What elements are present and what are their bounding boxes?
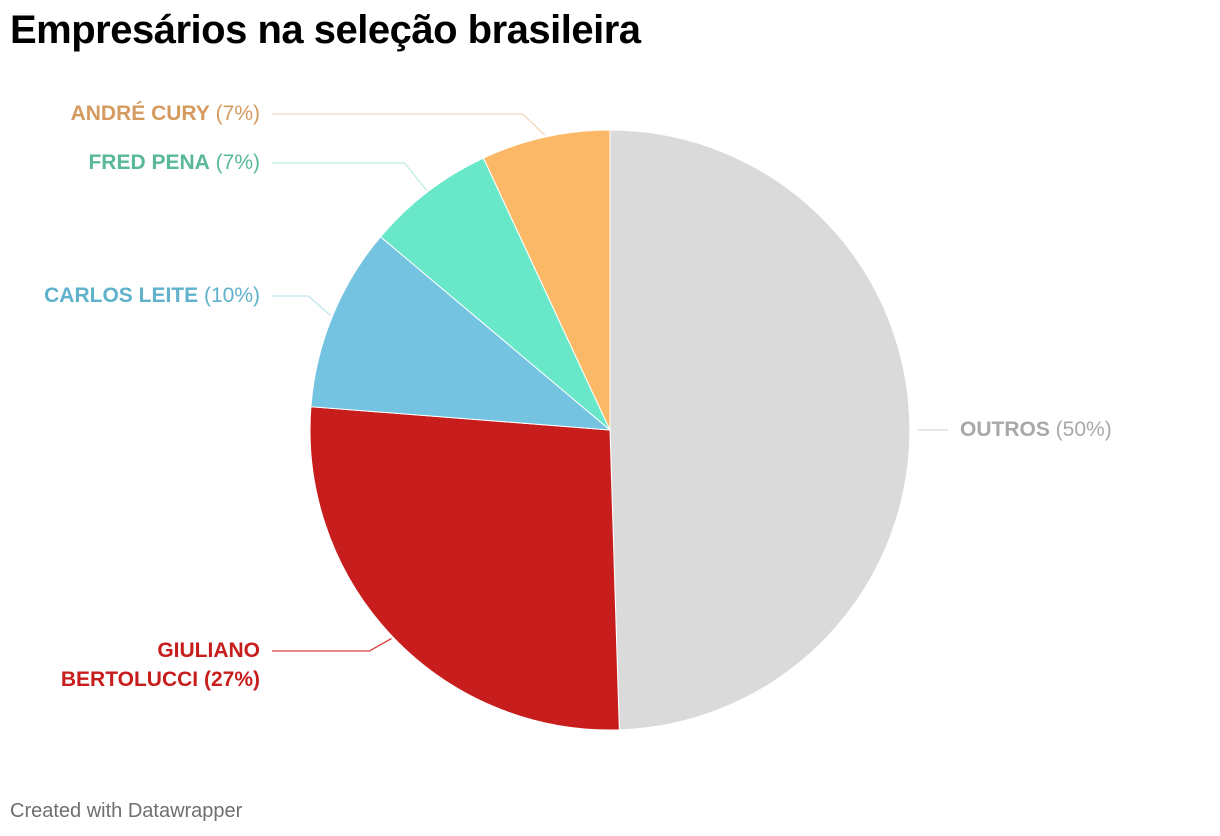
label-leader-lines [272,113,948,652]
slice-name: OUTROS [960,418,1050,441]
pie-slice-giuliano-bertolucci [309,406,620,731]
slice-percentage: (10%) [198,284,260,307]
slice-name: FRED PENA [88,151,209,174]
pie-slices [309,129,911,731]
slice-label-fred-pena: FRED PENA (7%) [88,151,260,174]
slice-name: ANDRÉ CURY [71,102,210,125]
credit-text: Created with Datawrapper [10,800,243,822]
slice-name: CARLOS LEITE [44,284,198,307]
slice-name: BERTOLUCCI [61,668,198,691]
leader-line-fred-pena [272,162,428,191]
slice-label-outros: OUTROS (50%) [960,418,1112,441]
leader-line-giuliano-bertolucci [272,637,392,652]
leader-line-andre-cury [272,113,546,136]
slice-name: GIULIANO [157,639,260,662]
chart-title: Empresários na seleção brasileira [10,8,641,52]
slice-label-andre-cury: ANDRÉ CURY (7%) [71,102,260,125]
slice-labels: OUTROS (50%) GIULIANO BERTOLUCCI (27%) CARL… [44,102,1112,691]
pie-slice-outros [609,129,911,731]
slice-label-carlos-leite: CARLOS LEITE (10%) [44,284,260,307]
slice-percentage: (50%) [1050,418,1112,441]
slice-percentage: (7%) [210,102,260,125]
pie-slice-andre-cury [482,129,611,431]
leader-line-carlos-leite [272,295,331,316]
pie-slice-fred-pena [379,157,611,431]
slice-percentage: (7%) [210,151,260,174]
slice-label-giuliano-bertolucci: GIULIANO BERTOLUCCI (27%) [61,639,260,691]
pie-slice-carlos-leite [310,236,612,431]
slice-percentage: (27%) [198,668,260,691]
